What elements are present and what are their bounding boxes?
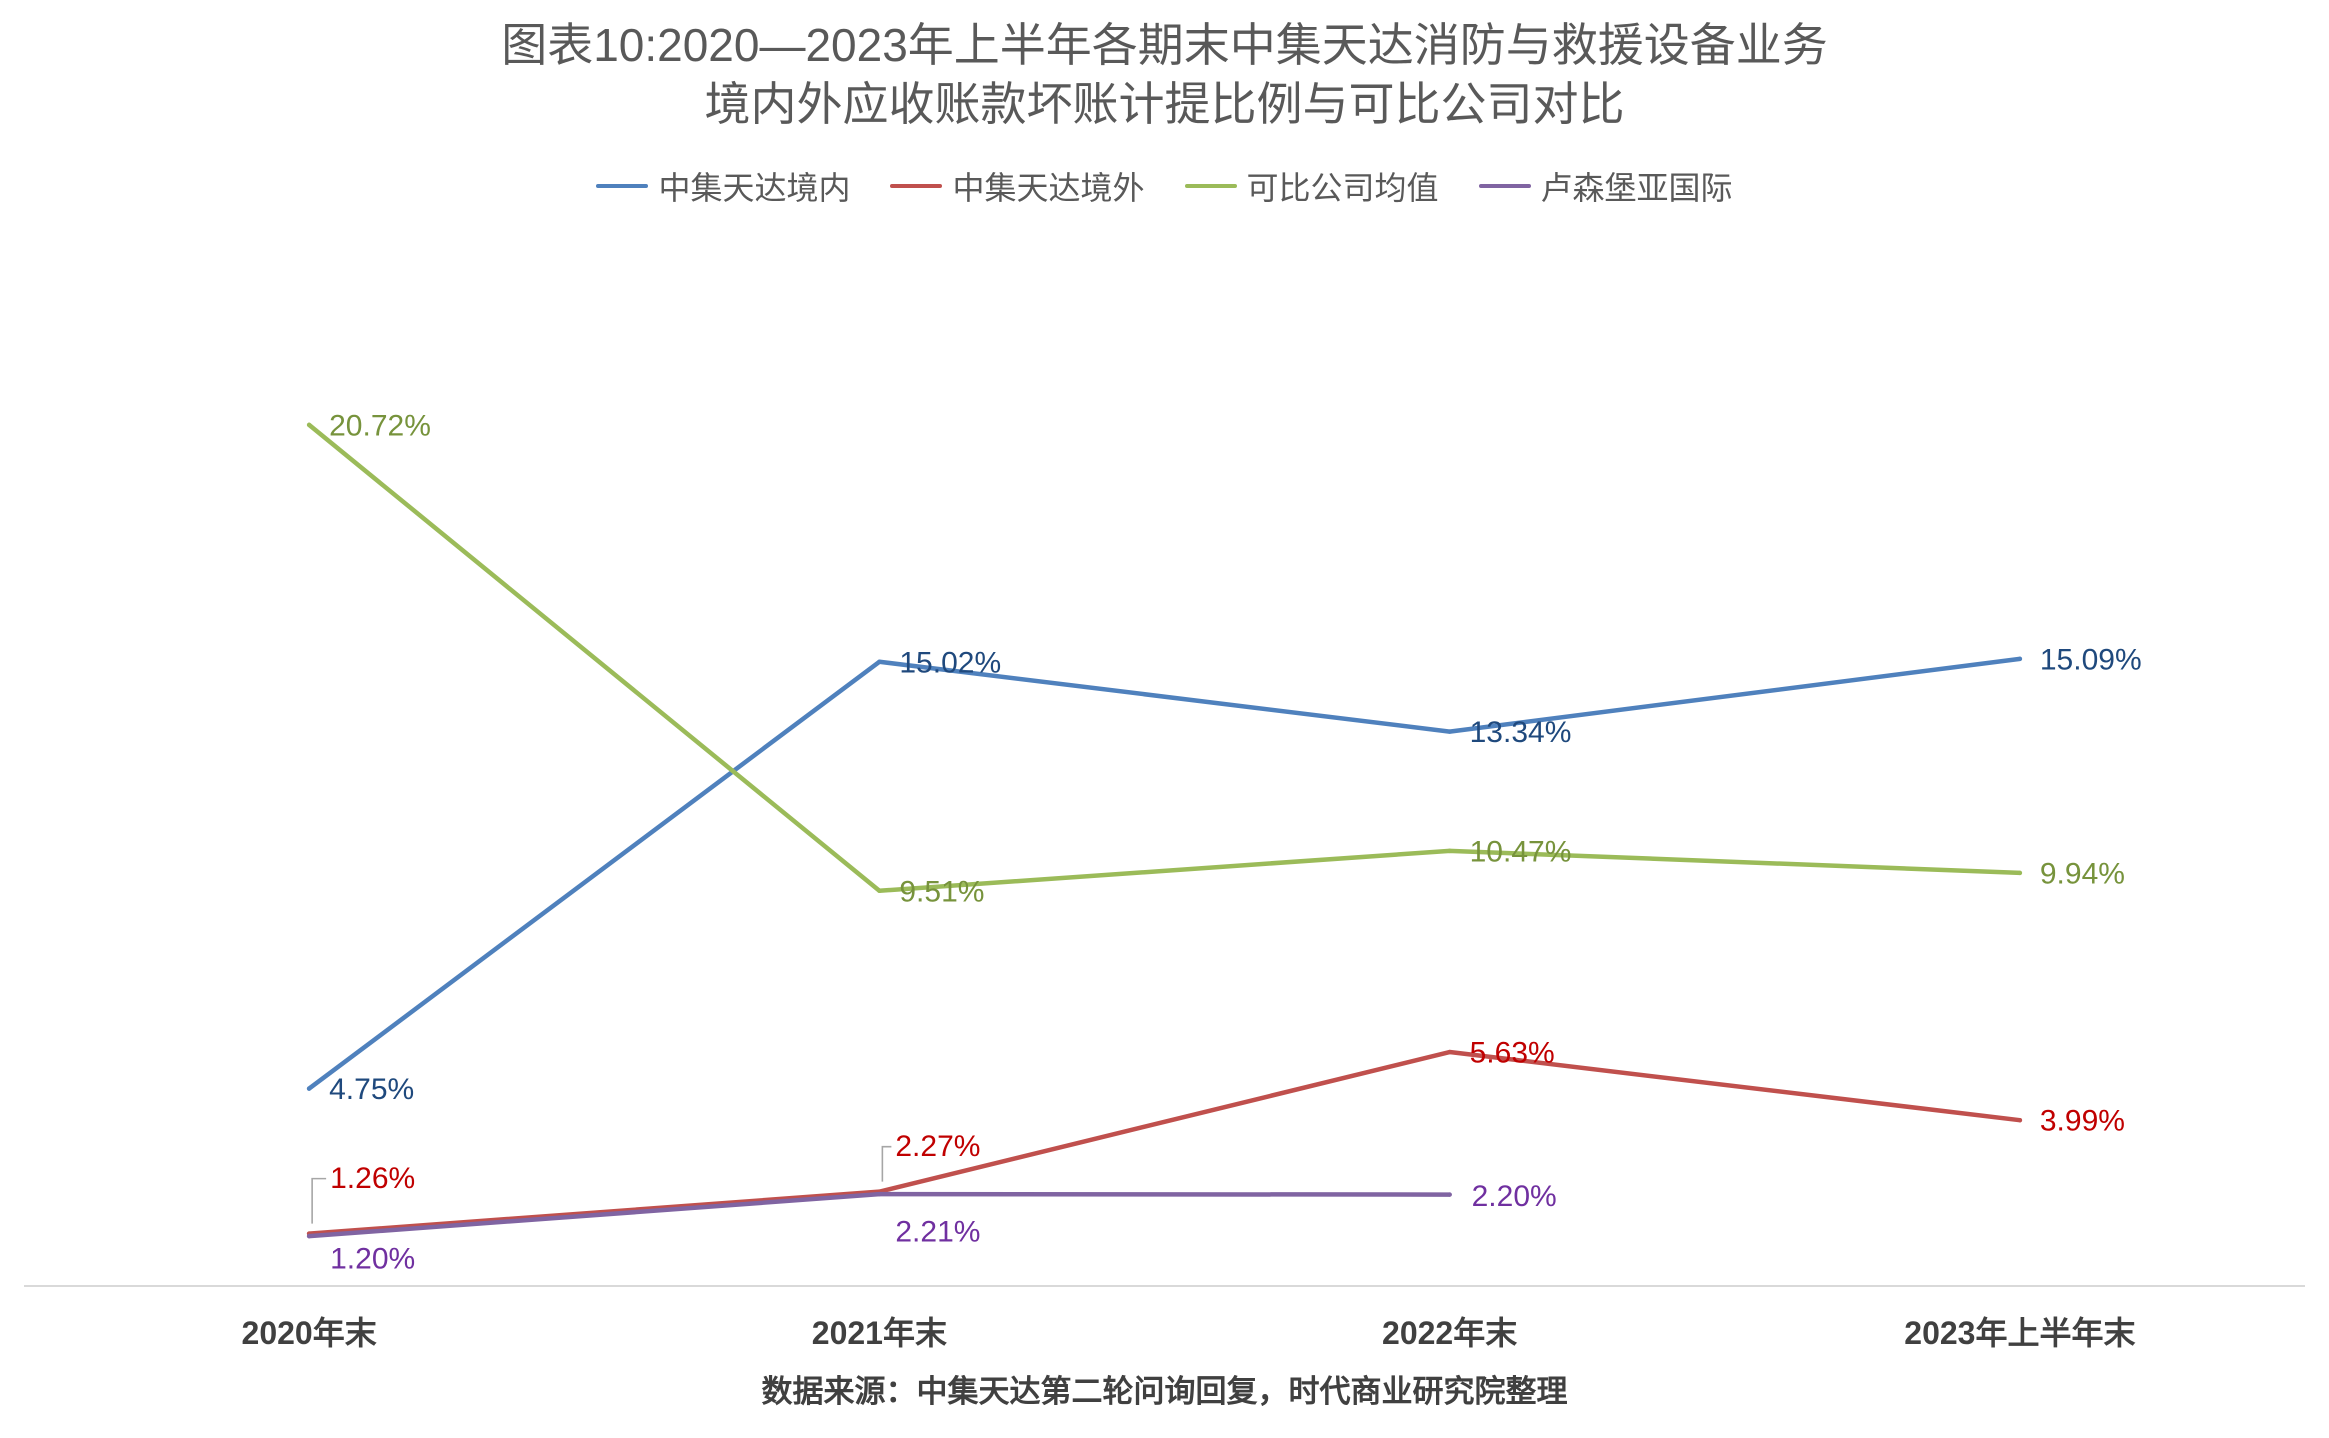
data-label: 4.75% bbox=[329, 1073, 414, 1106]
data-point bbox=[877, 888, 882, 893]
legend-label: 卢森堡亚国际 bbox=[1540, 170, 1733, 206]
legend-swatch-line bbox=[1478, 184, 1531, 188]
data-point bbox=[306, 1086, 312, 1091]
chart-title-line-2: 境内外应收账款坏账计提比例与可比公司对比 bbox=[704, 78, 1625, 130]
data-point bbox=[1447, 729, 1452, 734]
data-label: 1.20% bbox=[330, 1243, 415, 1276]
legend-swatch-line bbox=[1184, 184, 1237, 188]
data-label: 3.99% bbox=[2040, 1105, 2125, 1138]
data-label: 13.34% bbox=[1470, 716, 1572, 749]
data-label: 9.51% bbox=[899, 875, 984, 908]
legend-label: 中集天达境外 bbox=[952, 170, 1145, 206]
data-label: 2.20% bbox=[1472, 1180, 1557, 1213]
data-label: 15.09% bbox=[2040, 643, 2142, 676]
series-line-peer-average bbox=[306, 422, 2023, 894]
chart-title: 图表10:2020—2023年上半年各期末中集天达消防与救援设备业务 境内外应收… bbox=[0, 16, 2329, 134]
legend-label: 可比公司均值 bbox=[1246, 170, 1439, 206]
data-point bbox=[1447, 848, 1452, 854]
data-point bbox=[2017, 656, 2023, 662]
label-leader-line bbox=[311, 1177, 327, 1224]
data-labels: 4.75% 15.02% 13.34% 15.09% 1.26% 2.27% 5.63% 3.… bbox=[311, 409, 2142, 1276]
legend-swatch-line bbox=[890, 184, 943, 188]
legend-swatch-line bbox=[596, 184, 649, 188]
legend-item-overseas: 中集天达境外 bbox=[890, 163, 1145, 209]
data-label: 5.63% bbox=[1470, 1037, 1555, 1070]
x-tick-labels: 2020年末 2021年末 2022年末 2023年上半年末 bbox=[242, 1315, 2136, 1351]
data-point bbox=[1447, 1049, 1452, 1055]
x-tick-label: 2020年末 bbox=[242, 1315, 377, 1351]
legend-label: 中集天达境内 bbox=[658, 170, 851, 206]
legend-item-domestic: 中集天达境内 bbox=[596, 163, 850, 209]
series-lines bbox=[306, 422, 2023, 1239]
data-point bbox=[2017, 1117, 2023, 1123]
source-note: 数据来源：中集天达第二轮问询回复，时代商业研究院整理 bbox=[761, 1374, 1568, 1409]
x-tick-label: 2022年末 bbox=[1382, 1315, 1517, 1351]
data-point bbox=[1447, 1192, 1452, 1197]
data-point bbox=[2017, 870, 2023, 876]
legend-item-luxembourg-asia: 卢森堡亚国际 bbox=[1478, 163, 1733, 209]
data-label: 2.27% bbox=[895, 1130, 980, 1163]
x-tick-label: 2021年末 bbox=[812, 1315, 947, 1351]
series-line-overseas bbox=[306, 1049, 2023, 1236]
series-line-domestic bbox=[306, 656, 2023, 1091]
data-label: 1.26% bbox=[330, 1162, 415, 1195]
data-label: 20.72% bbox=[329, 409, 431, 442]
data-point bbox=[306, 422, 312, 428]
label-leader-line bbox=[881, 1145, 892, 1182]
x-tick-label: 2023年上半年末 bbox=[1904, 1315, 2135, 1351]
data-label: 15.02% bbox=[899, 646, 1001, 679]
data-point bbox=[877, 1191, 882, 1197]
data-point bbox=[877, 659, 882, 664]
data-point bbox=[306, 1233, 312, 1239]
chart-legend: 中集天达境内 中集天达境外 可比公司均值 卢森堡亚国际 bbox=[0, 164, 2329, 208]
chart-title-line-1: 图表10:2020—2023年上半年各期末中集天达消防与救援设备业务 bbox=[501, 19, 1828, 71]
data-label: 2.21% bbox=[895, 1216, 980, 1249]
data-label: 9.94% bbox=[2040, 857, 2125, 890]
series-line-luxembourg-asia bbox=[306, 1191, 1452, 1239]
data-label: 10.47% bbox=[1470, 835, 1572, 868]
legend-item-peer-average: 可比公司均值 bbox=[1184, 163, 1439, 209]
